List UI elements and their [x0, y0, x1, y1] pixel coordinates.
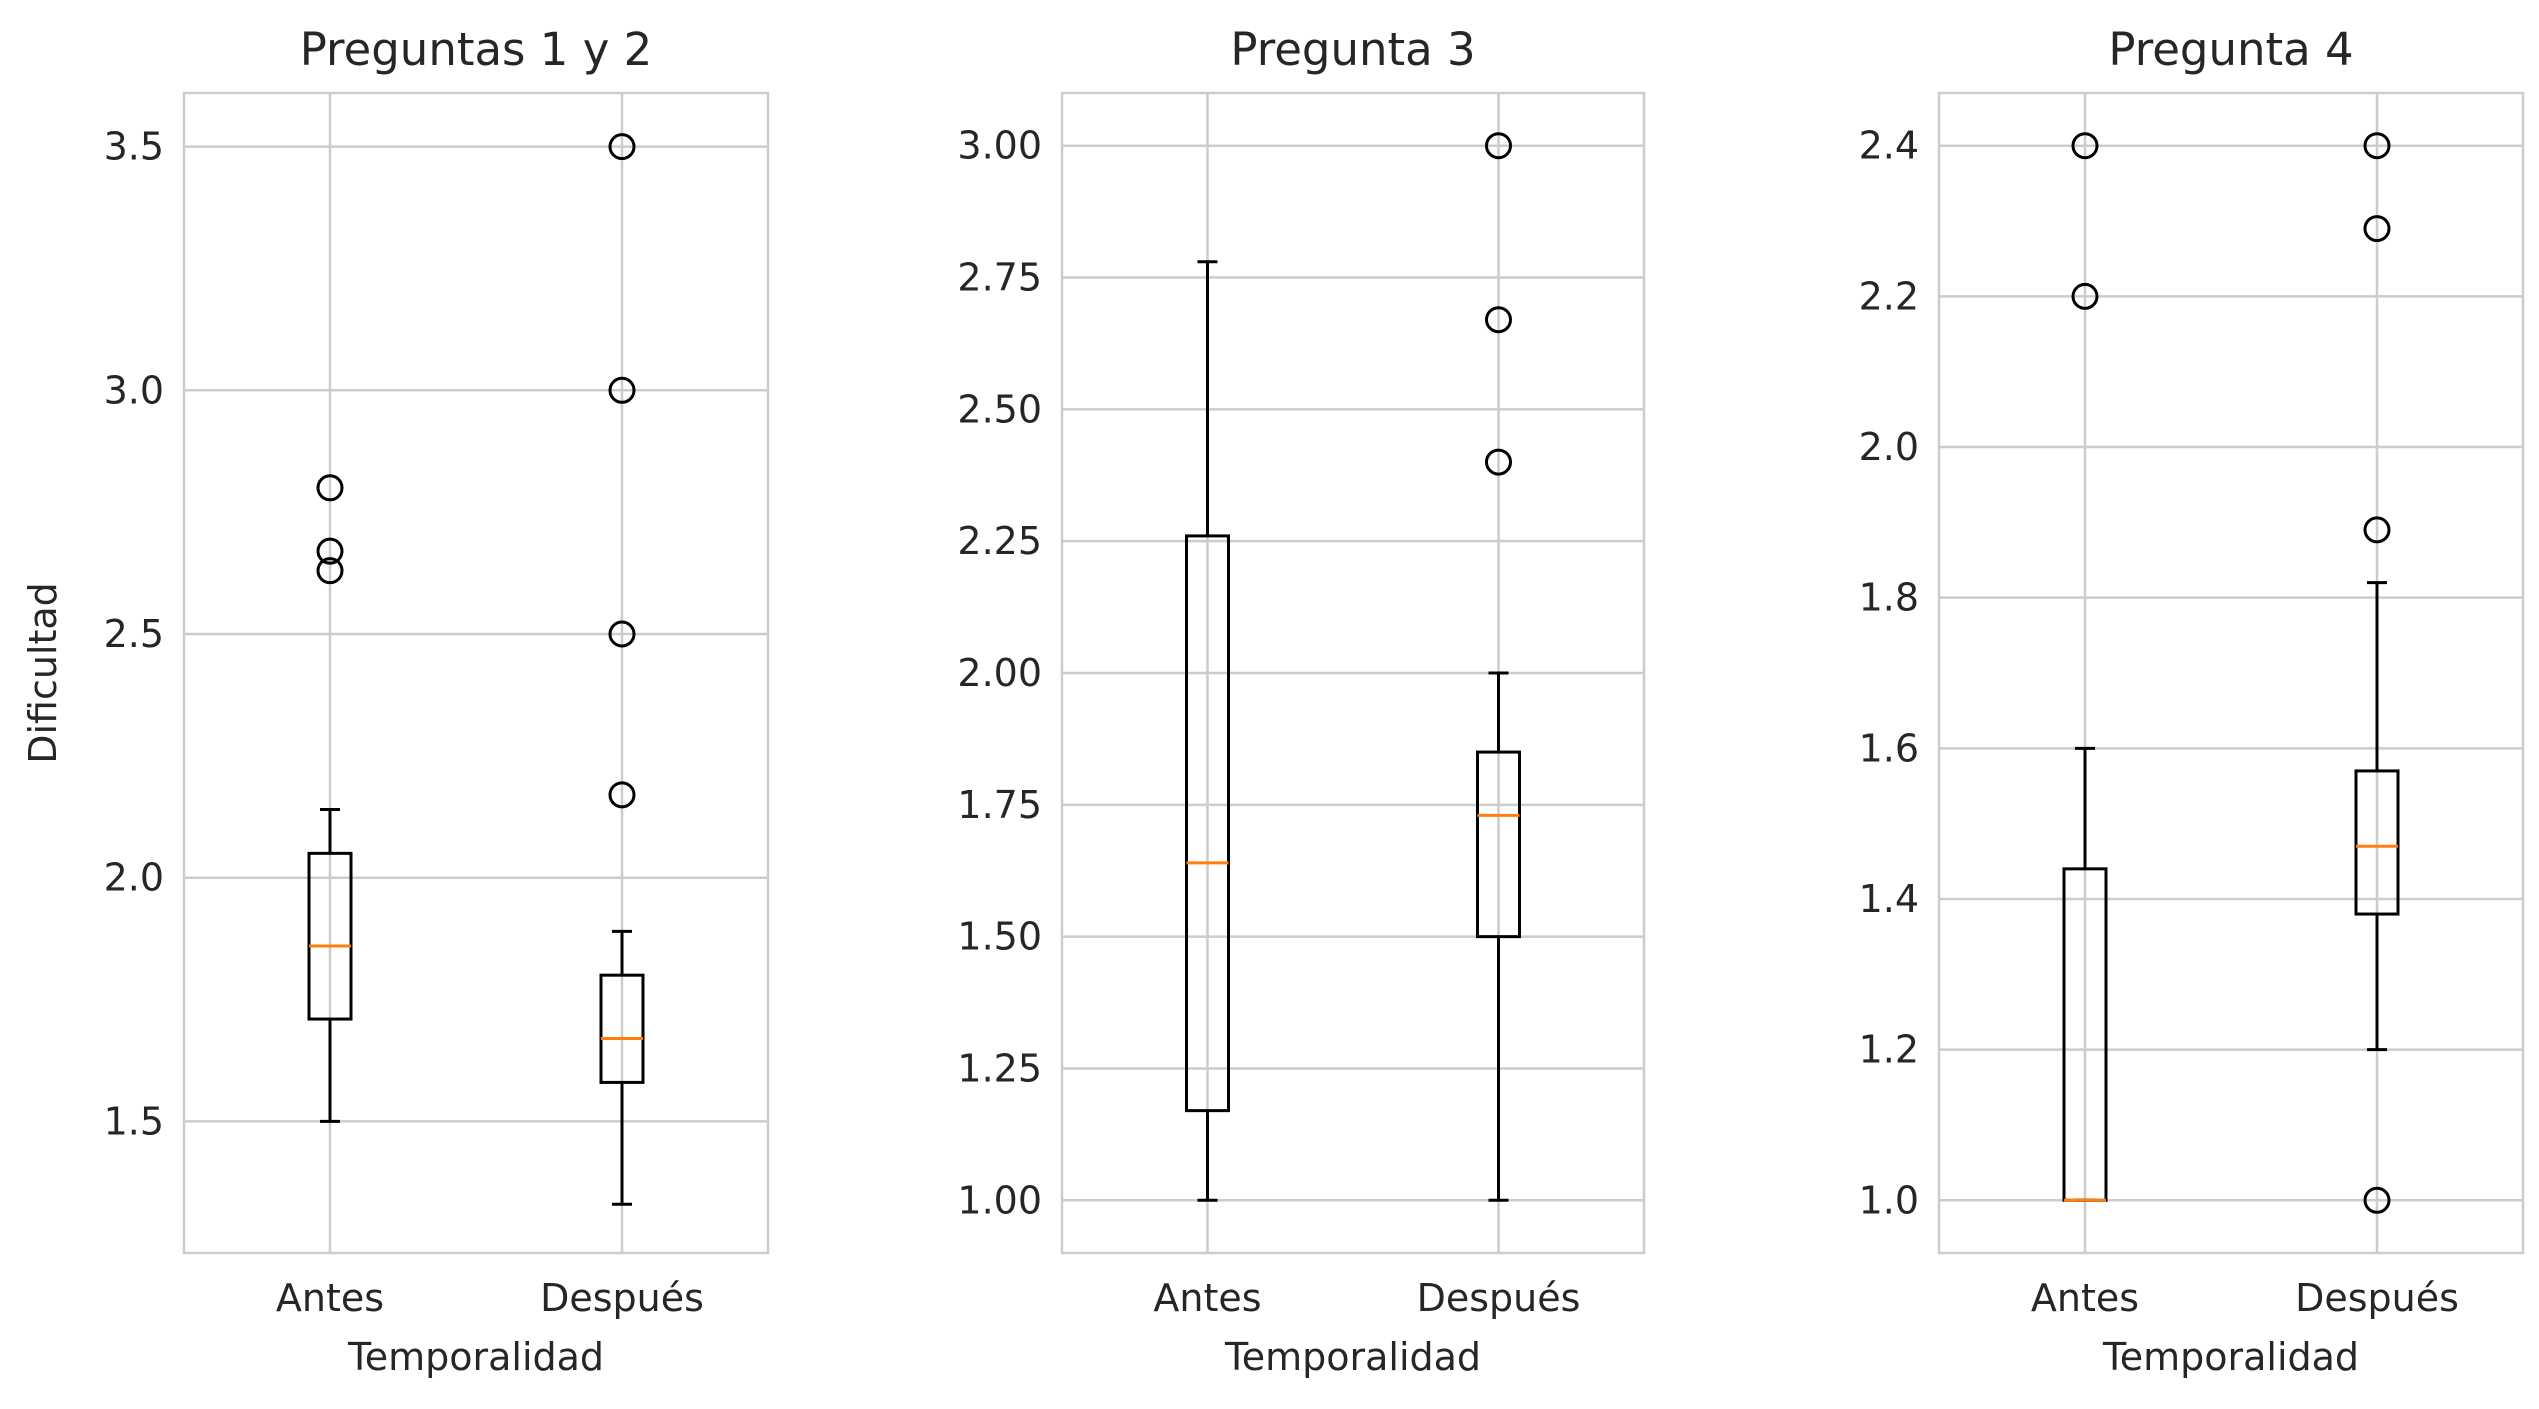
panel-title: Pregunta 3	[1230, 23, 1475, 76]
x-tick-label-despues: Después	[540, 1276, 704, 1320]
y-tick-label: 2.4	[1859, 124, 1919, 168]
panel-preguntas-1-y-2: Preguntas 1 y 2 Temporalidad Dificultad …	[21, 23, 770, 1379]
box-iqr	[2354, 769, 2400, 916]
outlier-point	[2363, 1186, 2391, 1214]
outlier-point	[608, 133, 636, 161]
x-tick-label-antes: Antes	[2031, 1276, 2139, 1320]
y-tick-label: 2.2	[1859, 274, 1919, 318]
panel-pregunta-3: Pregunta 3 Temporalidad Antes Después 1.…	[957, 23, 1646, 1379]
outlier-point	[2071, 282, 2099, 310]
y-tick-label: 1.4	[1859, 877, 1919, 921]
y-tick-label: 2.0	[104, 856, 164, 900]
x-tick-label-despues: Después	[1417, 1276, 1581, 1320]
outlier-point	[316, 557, 344, 585]
y-tick-label: 2.0	[1859, 425, 1919, 469]
box-iqr	[307, 851, 353, 1021]
y-tick-label: 2.75	[957, 256, 1042, 300]
box-antes	[1185, 260, 1230, 1202]
outlier-point	[1485, 306, 1512, 334]
y-tick-label: 1.25	[957, 1046, 1042, 1090]
y-tick-label: 1.50	[957, 915, 1042, 959]
panel-pregunta-4: Pregunta 4 Temporalidad Antes Después 1.…	[1859, 23, 2525, 1379]
x-tick-label-antes: Antes	[276, 1276, 384, 1320]
outlier-point	[1485, 448, 1512, 476]
panel-title: Preguntas 1 y 2	[300, 23, 653, 76]
y-tick-label: 2.25	[957, 519, 1042, 563]
outlier-point	[2363, 215, 2391, 243]
y-tick-label: 2.00	[957, 651, 1042, 695]
y-tick-label: 2.50	[957, 387, 1042, 431]
y-tick-label: 3.0	[104, 368, 164, 412]
outlier-point	[608, 376, 636, 404]
box-antes	[307, 474, 353, 1123]
x-axis-label: Temporalidad	[1224, 1335, 1481, 1379]
x-tick-label-antes: Antes	[1153, 1276, 1261, 1320]
y-tick-label: 3.5	[104, 125, 164, 169]
y-tick-label: 1.0	[1859, 1178, 1919, 1222]
panel-title: Pregunta 4	[2108, 23, 2353, 76]
x-axis-label: Temporalidad	[2102, 1335, 2359, 1379]
box-despues	[599, 133, 645, 1206]
box-iqr	[1476, 750, 1521, 939]
outlier-point	[608, 781, 636, 809]
x-axis-label: Temporalidad	[347, 1335, 604, 1379]
y-tick-label: 1.2	[1859, 1028, 1919, 1072]
plot-frame	[1937, 91, 2525, 1255]
outlier-point	[316, 537, 344, 565]
outlier-point	[2071, 132, 2099, 160]
box-despues	[1476, 132, 1521, 1202]
x-tick-label-despues: Después	[2295, 1276, 2459, 1320]
y-tick-label: 1.8	[1859, 576, 1919, 620]
box-iqr	[1185, 534, 1230, 1113]
outlier-point	[608, 620, 636, 648]
outlier-point	[1485, 132, 1512, 160]
box-iqr	[599, 973, 645, 1084]
y-tick-label: 1.75	[957, 783, 1042, 827]
outlier-point	[316, 474, 344, 502]
y-tick-label: 1.5	[104, 1099, 164, 1143]
outlier-point	[2363, 132, 2391, 160]
plot-frame	[182, 91, 770, 1255]
y-tick-label: 2.5	[104, 612, 164, 656]
y-tick-label: 1.6	[1859, 726, 1919, 770]
y-axis-label: Dificultad	[21, 582, 65, 764]
y-tick-label: 1.00	[957, 1178, 1042, 1222]
y-tick-label: 3.00	[957, 124, 1042, 168]
outlier-point	[2363, 516, 2391, 544]
box-despues	[2354, 132, 2400, 1214]
box-antes	[2062, 132, 2108, 1202]
plot-frame	[1060, 91, 1646, 1255]
